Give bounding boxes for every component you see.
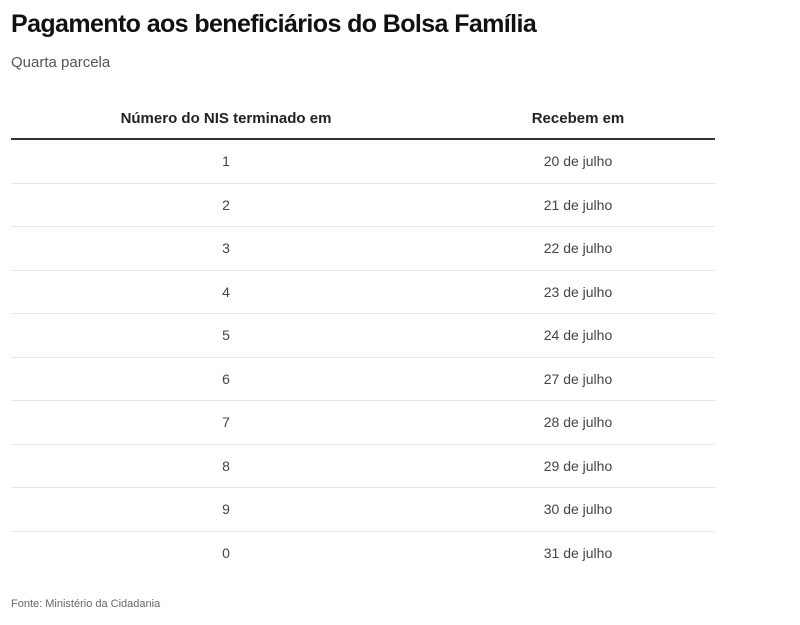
- payment-schedule-table: Número do NIS terminado em Recebem em 1 …: [11, 98, 715, 574]
- nis-ending-cell: 2: [11, 183, 441, 227]
- table-header-row: Número do NIS terminado em Recebem em: [11, 98, 715, 140]
- payment-date-cell: 21 de julho: [441, 183, 715, 227]
- payment-date-cell: 30 de julho: [441, 487, 715, 532]
- table-row: 4 23 de julho: [11, 270, 715, 314]
- nis-ending-cell: 5: [11, 313, 441, 358]
- nis-ending-cell: 7: [11, 400, 441, 445]
- payment-date-cell: 24 de julho: [441, 313, 715, 358]
- payment-date-cell: 27 de julho: [441, 357, 715, 401]
- column-header-date: Recebem em: [441, 98, 715, 140]
- table-row: 6 27 de julho: [11, 357, 715, 401]
- table-row: 3 22 de julho: [11, 226, 715, 271]
- table-row: 8 29 de julho: [11, 444, 715, 488]
- nis-ending-cell: 8: [11, 444, 441, 488]
- table-row: 7 28 de julho: [11, 400, 715, 445]
- nis-ending-cell: 1: [11, 139, 441, 184]
- chart-subtitle: Quarta parcela: [11, 54, 111, 71]
- nis-ending-cell: 4: [11, 270, 441, 314]
- source-note: Fonte: Ministério da Cidadania: [11, 598, 161, 610]
- table-row: 9 30 de julho: [11, 487, 715, 532]
- payment-date-cell: 29 de julho: [441, 444, 715, 488]
- table-row: 2 21 de julho: [11, 183, 715, 227]
- nis-ending-cell: 3: [11, 226, 441, 271]
- table-row: 0 31 de julho: [11, 531, 715, 574]
- payment-date-cell: 22 de julho: [441, 226, 715, 271]
- payment-date-cell: 20 de julho: [441, 139, 715, 184]
- table-row: 5 24 de julho: [11, 313, 715, 358]
- chart-title: Pagamento aos beneficiários do Bolsa Fam…: [11, 10, 537, 38]
- payment-date-cell: 28 de julho: [441, 400, 715, 445]
- nis-ending-cell: 6: [11, 357, 441, 401]
- payment-date-cell: 31 de julho: [543, 544, 613, 561]
- payment-date-cell: 23 de julho: [441, 270, 715, 314]
- column-header-nis: Número do NIS terminado em: [11, 98, 441, 140]
- table-body: 1 20 de julho 2 21 de julho 3 22 de julh…: [11, 139, 715, 574]
- table-row: 1 20 de julho: [11, 139, 715, 184]
- nis-ending-cell: 0: [222, 544, 230, 561]
- nis-ending-cell: 9: [11, 487, 441, 532]
